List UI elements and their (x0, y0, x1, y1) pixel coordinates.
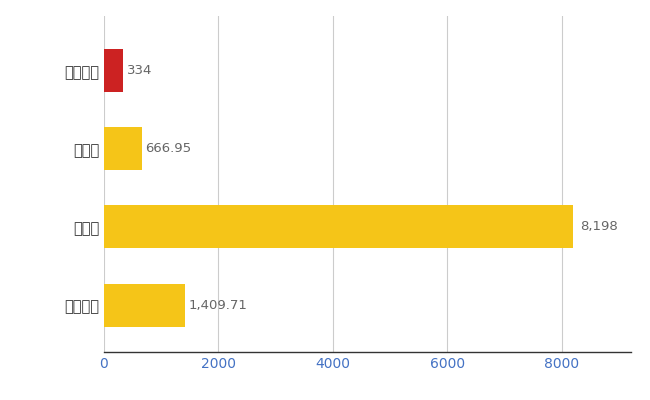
Bar (104, 284, 185, 327)
Text: 666.95: 666.95 (146, 142, 192, 155)
Bar (104, 127, 142, 170)
Bar (104, 206, 573, 248)
Text: 334: 334 (127, 64, 152, 77)
Text: 1,409.71: 1,409.71 (188, 299, 247, 312)
Text: 8,198: 8,198 (580, 220, 617, 234)
Bar (104, 49, 123, 92)
